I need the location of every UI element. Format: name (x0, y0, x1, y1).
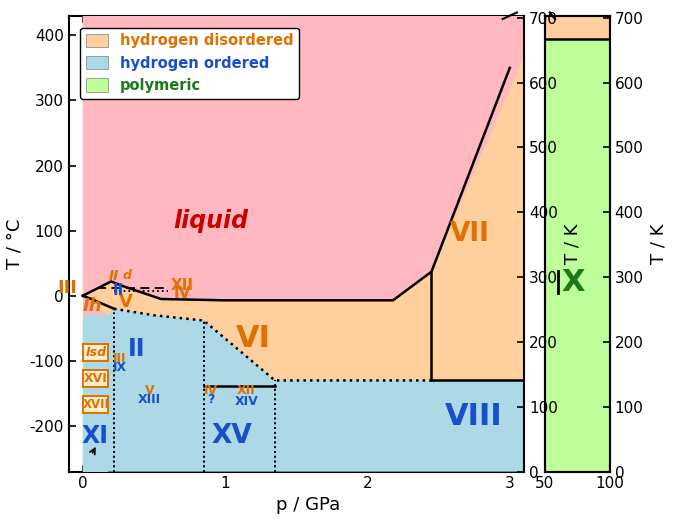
Text: VI: VI (236, 324, 271, 353)
Text: XI: XI (82, 424, 109, 448)
Text: IV: IV (174, 286, 191, 301)
Text: XVI: XVI (84, 372, 108, 385)
Text: ?: ? (207, 394, 214, 407)
Text: XV: XV (212, 423, 253, 449)
Text: XIV: XIV (234, 396, 258, 408)
Text: d: d (123, 269, 132, 282)
Text: III: III (57, 279, 77, 297)
Text: III: III (113, 353, 127, 365)
Text: Isd: Isd (86, 346, 106, 359)
Text: IV: IV (204, 384, 218, 397)
Text: XVII: XVII (82, 398, 110, 411)
FancyBboxPatch shape (84, 344, 108, 361)
Text: VIII: VIII (445, 402, 503, 431)
Text: II: II (109, 269, 119, 283)
Text: V: V (145, 384, 154, 397)
Y-axis label: T / K: T / K (564, 223, 582, 264)
Polygon shape (545, 16, 610, 39)
FancyBboxPatch shape (84, 396, 108, 413)
Text: p / GPa: p / GPa (276, 496, 340, 514)
Polygon shape (83, 309, 524, 472)
Text: XIII: XIII (138, 394, 161, 407)
Text: II: II (128, 337, 146, 361)
Text: IX: IX (113, 361, 127, 374)
Text: Ih: Ih (83, 297, 103, 314)
Text: X: X (562, 268, 585, 297)
Text: liquid: liquid (173, 209, 249, 233)
Text: V: V (119, 293, 132, 311)
Text: VII: VII (450, 221, 490, 247)
Polygon shape (545, 16, 610, 472)
Text: XII: XII (171, 278, 194, 293)
Polygon shape (83, 315, 108, 472)
Polygon shape (83, 16, 524, 300)
Y-axis label: T / K: T / K (649, 223, 667, 264)
Y-axis label: T / °C: T / °C (5, 219, 24, 269)
Legend: hydrogen disordered, hydrogen ordered, polymeric: hydrogen disordered, hydrogen ordered, p… (80, 28, 299, 99)
Polygon shape (83, 16, 524, 472)
Text: XII: XII (237, 384, 256, 397)
Text: II: II (113, 283, 124, 298)
FancyBboxPatch shape (84, 370, 108, 387)
Polygon shape (83, 55, 524, 472)
